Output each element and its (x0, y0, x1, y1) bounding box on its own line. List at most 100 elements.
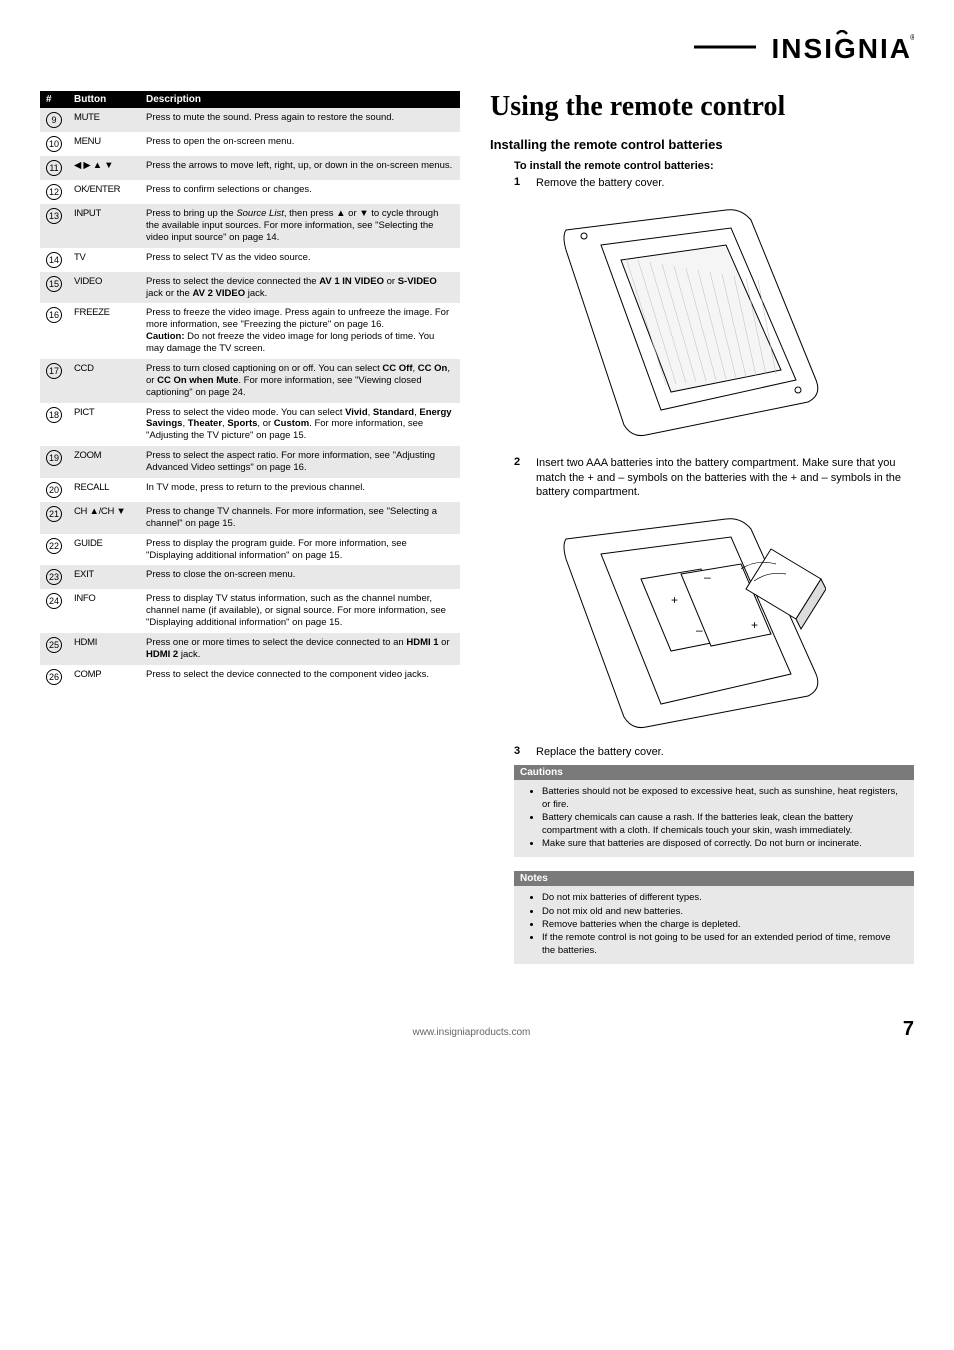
step-3: 3 Replace the battery cover. (514, 745, 914, 759)
table-row: 19 ZOOMPress to select the aspect ratio. … (40, 446, 460, 478)
table-row: 18 PICTPress to select the video mode. Yo… (40, 403, 460, 447)
row-number: 14 (46, 252, 62, 268)
button-description: Press to change TV channels. For more in… (140, 502, 460, 534)
button-description: Press to confirm selections or changes. (140, 180, 460, 204)
button-name: ◀ ▶ ▲ ▼ (68, 156, 140, 180)
table-row: 12 OK/ENTERPress to confirm selections or… (40, 180, 460, 204)
button-description: Press the arrows to move left, right, up… (140, 156, 460, 180)
button-name: COMP (68, 665, 140, 689)
button-name: TV (68, 248, 140, 272)
notes-header: Notes (514, 871, 914, 886)
button-description: Press to display the program guide. For … (140, 534, 460, 566)
button-name: CCD (68, 359, 140, 403)
step-1: 1 Remove the battery cover. (514, 176, 914, 190)
row-number: 16 (46, 307, 62, 323)
button-name: INFO (68, 589, 140, 633)
button-name: PICT (68, 403, 140, 447)
remote-button-table: # Button Description 9MUTEPress to mute … (40, 91, 460, 689)
button-name: FREEZE (68, 303, 140, 359)
figure-insert-batteries: + – + – (526, 509, 914, 729)
button-name: GUIDE (68, 534, 140, 566)
svg-text:+: + (671, 593, 678, 607)
button-description: Press to select the device connected the… (140, 272, 460, 304)
button-description: Press to display TV status information, … (140, 589, 460, 633)
col-button: Button (68, 91, 140, 108)
row-number: 23 (46, 569, 62, 585)
note-item: Do not mix old and new batteries. (542, 906, 906, 918)
svg-text:INSIGNIA: INSIGNIA (772, 33, 912, 64)
row-number: 13 (46, 208, 62, 224)
col-desc: Description (140, 91, 460, 108)
svg-text:–: – (696, 623, 703, 637)
brand-logo: INSIGNIA ® (40, 30, 914, 71)
table-row: 26 COMPPress to select the device connect… (40, 665, 460, 689)
step-2: 2 Insert two AAA batteries into the batt… (514, 456, 914, 499)
page-footer: www.insigniaproducts.com 7 (40, 1018, 914, 1041)
button-name: VIDEO (68, 272, 140, 304)
note-item: If the remote control is not going to be… (542, 932, 906, 957)
notes-box: Notes Do not mix batteries of different … (514, 871, 914, 964)
row-number: 20 (46, 482, 62, 498)
caution-item: Battery chemicals can cause a rash. If t… (542, 812, 906, 837)
table-row: 14 TVPress to select TV as the video sour… (40, 248, 460, 272)
row-number: 11 (46, 160, 62, 176)
col-num: # (40, 91, 68, 108)
table-row: 20 RECALLIn TV mode, press to return to t… (40, 478, 460, 502)
button-description: Press to bring up the Source List, then … (140, 204, 460, 248)
table-row: 11 ◀ ▶ ▲ ▼Press the arrows to move left, … (40, 156, 460, 180)
caution-item: Batteries should not be exposed to exces… (542, 786, 906, 811)
svg-text:+: + (751, 618, 758, 632)
button-name: OK/ENTER (68, 180, 140, 204)
row-number: 19 (46, 450, 62, 466)
button-description: Press to turn closed captioning on or of… (140, 359, 460, 403)
caution-item: Make sure that batteries are disposed of… (542, 838, 906, 850)
cautions-box: Cautions Batteries should not be exposed… (514, 765, 914, 857)
table-row: 16 FREEZEPress to freeze the video image.… (40, 303, 460, 359)
section-title: Using the remote control (490, 91, 914, 123)
button-description: Press one or more times to select the de… (140, 633, 460, 665)
table-row: 21 CH ▲/CH ▼Press to change TV channels. … (40, 502, 460, 534)
note-item: Remove batteries when the charge is depl… (542, 919, 906, 931)
button-description: Press to select the video mode. You can … (140, 403, 460, 447)
button-name: ZOOM (68, 446, 140, 478)
row-number: 26 (46, 669, 62, 685)
button-name: CH ▲/CH ▼ (68, 502, 140, 534)
row-number: 9 (46, 112, 62, 128)
row-number: 15 (46, 276, 62, 292)
button-name: HDMI (68, 633, 140, 665)
row-number: 17 (46, 363, 62, 379)
row-number: 22 (46, 538, 62, 554)
figure-remove-cover (526, 200, 914, 440)
table-row: 17 CCDPress to turn closed captioning on … (40, 359, 460, 403)
button-description: Press to freeze the video image. Press a… (140, 303, 460, 359)
table-row: 13 INPUTPress to bring up the Source List… (40, 204, 460, 248)
row-number: 12 (46, 184, 62, 200)
table-row: 10MENUPress to open the on-screen menu. (40, 132, 460, 156)
row-number: 18 (46, 407, 62, 423)
button-description: Press to close the on-screen menu. (140, 565, 460, 589)
button-description: In TV mode, press to return to the previ… (140, 478, 460, 502)
table-row: 25 HDMIPress one or more times to select … (40, 633, 460, 665)
button-description: Press to select TV as the video source. (140, 248, 460, 272)
table-row: 24 INFOPress to display TV status informa… (40, 589, 460, 633)
table-row: 15 VIDEOPress to select the device connec… (40, 272, 460, 304)
footer-url: www.insigniaproducts.com (413, 1027, 531, 1038)
row-number: 24 (46, 593, 62, 609)
steps-intro: To install the remote control batteries: (514, 160, 914, 172)
button-description: Press to select the aspect ratio. For mo… (140, 446, 460, 478)
svg-text:®: ® (910, 33, 914, 42)
note-item: Do not mix batteries of different types. (542, 892, 906, 904)
row-number: 21 (46, 506, 62, 522)
row-number: 10 (46, 136, 62, 152)
button-name: EXIT (68, 565, 140, 589)
row-number: 25 (46, 637, 62, 653)
subhead-install-batteries: Installing the remote control batteries (490, 137, 914, 152)
table-row: 23 EXITPress to close the on-screen menu. (40, 565, 460, 589)
button-name: INPUT (68, 204, 140, 248)
button-name: MUTE (68, 108, 140, 132)
button-description: Press to open the on-screen menu. (140, 132, 460, 156)
svg-text:–: – (704, 570, 711, 584)
cautions-header: Cautions (514, 765, 914, 780)
button-name: RECALL (68, 478, 140, 502)
button-description: Press to select the device connected to … (140, 665, 460, 689)
